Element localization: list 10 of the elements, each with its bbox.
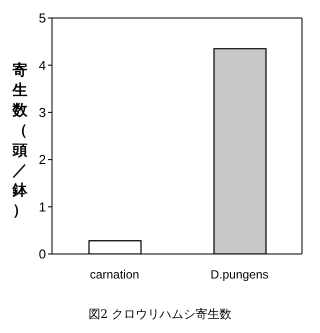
x-tick-label: carnation — [90, 268, 140, 282]
y-tick-label: 3 — [38, 105, 46, 120]
y-axis-title: 寄生数（頭／鉢） — [11, 60, 28, 220]
x-tick-label: D.pungens — [210, 268, 269, 282]
y-tick-label: 1 — [38, 199, 46, 214]
y-tick-label: 2 — [38, 152, 46, 168]
y-tick-label: 0 — [38, 246, 46, 262]
y-tick-label: 5 — [38, 10, 46, 26]
y-tick-label: 4 — [38, 58, 46, 73]
text: 図2 クロウリハムシ寄生数 — [87, 306, 233, 323]
